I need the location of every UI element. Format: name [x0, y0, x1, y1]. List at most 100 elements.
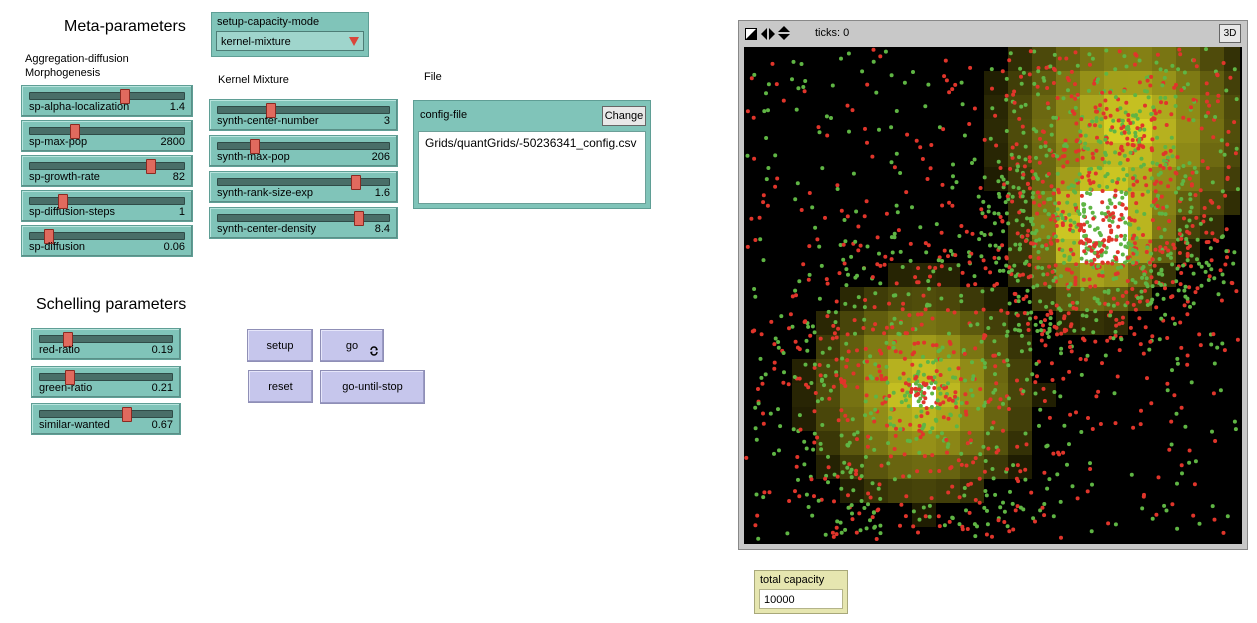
setup-capacity-mode-chooser[interactable]: setup-capacity-mode kernel-mixture — [211, 12, 369, 57]
go-button[interactable]: go — [320, 329, 384, 362]
slider-thumb[interactable] — [43, 229, 54, 244]
agent-dot — [868, 495, 873, 500]
agent-dot — [1075, 496, 1080, 501]
slider-red-ratio[interactable]: red-ratio 0.19 — [31, 328, 181, 360]
agent-dot — [992, 255, 997, 260]
slider-thumb[interactable] — [145, 159, 156, 174]
agent-dot — [924, 250, 929, 255]
agent-dot — [1086, 416, 1090, 420]
slider-sp-diffusion[interactable]: sp-diffusion 0.06 — [21, 225, 193, 257]
agent-dot — [993, 243, 998, 248]
edit-icon[interactable] — [745, 28, 757, 40]
slider-sp-diffusion-steps[interactable]: sp-diffusion-steps 1 — [21, 190, 193, 222]
slider-sp-max-pop[interactable]: sp-max-pop 2800 — [21, 120, 193, 152]
slider-green-ratio[interactable]: green-ratio 0.21 — [31, 366, 181, 398]
3d-button[interactable]: 3D — [1219, 24, 1241, 43]
chooser-select[interactable]: kernel-mixture — [216, 31, 364, 51]
dropdown-arrow-icon[interactable] — [349, 37, 359, 46]
reset-button[interactable]: reset — [248, 370, 313, 403]
world-canvas[interactable] — [744, 47, 1242, 544]
agent-dot — [1161, 296, 1166, 301]
agent-dot — [804, 338, 809, 343]
setup-button[interactable]: setup — [247, 329, 313, 362]
agent-dot — [1103, 137, 1108, 142]
agent-dot — [918, 225, 923, 230]
agent-dot — [978, 186, 983, 190]
capacity-patch — [984, 455, 1008, 479]
slider-thumb[interactable] — [62, 332, 73, 347]
agent-dot — [750, 329, 755, 334]
slider-synth-center-density[interactable]: synth-center-density 8.4 — [209, 207, 398, 239]
slider-thumb[interactable] — [119, 89, 130, 104]
agent-dot — [921, 400, 926, 405]
agent-dot — [1068, 247, 1073, 252]
slider-synth-center-number[interactable]: synth-center-number 3 — [209, 99, 398, 131]
agent-dot — [807, 244, 812, 249]
slider-sp-alpha-localization[interactable]: sp-alpha-localization 1.4 — [21, 85, 193, 117]
agent-dot — [1042, 513, 1047, 518]
left-right-arrows-icon[interactable] — [761, 28, 775, 40]
slider-thumb[interactable] — [58, 194, 69, 209]
agent-dot — [964, 412, 969, 417]
capacity-patch — [912, 455, 936, 479]
agent-dot — [832, 472, 837, 477]
slider-thumb[interactable] — [122, 407, 133, 422]
config-file-field[interactable]: Grids/quantGrids/-50236341_config.csv — [418, 131, 646, 204]
capacity-patch — [1200, 71, 1224, 95]
agent-dot — [1220, 272, 1225, 277]
agent-dot — [1090, 210, 1095, 215]
slider-thumb[interactable] — [350, 175, 361, 190]
agent-dot — [1230, 281, 1235, 286]
slider-similar-wanted[interactable]: similar-wanted 0.67 — [31, 403, 181, 435]
agent-dot — [798, 427, 803, 432]
agent-dot — [822, 383, 826, 388]
agent-dot — [988, 232, 993, 237]
agent-dot — [1125, 300, 1130, 305]
up-down-arrows-icon[interactable] — [778, 26, 790, 40]
agent-dot — [982, 361, 987, 366]
agent-dot — [1015, 313, 1020, 318]
agent-dot — [908, 422, 913, 427]
agent-dot — [863, 399, 868, 404]
slider-thumb[interactable] — [353, 211, 364, 226]
agent-dot — [1164, 101, 1169, 105]
agent-dot — [1185, 299, 1190, 304]
agent-dot — [1043, 140, 1048, 145]
agent-dot — [1073, 190, 1078, 195]
slider-track — [217, 142, 390, 150]
agent-dot — [1150, 284, 1155, 289]
agent-dot — [1195, 237, 1200, 242]
agent-dot — [986, 209, 991, 214]
slider-thumb[interactable] — [265, 103, 276, 118]
agent-dot — [1219, 138, 1224, 143]
agent-dot — [1170, 280, 1175, 285]
go-until-stop-button[interactable]: go-until-stop — [320, 370, 425, 404]
agent-dot — [762, 490, 767, 495]
slider-thumb[interactable] — [249, 139, 260, 154]
agent-dot — [1191, 271, 1196, 276]
slider-synth-rank-size-exp[interactable]: synth-rank-size-exp 1.6 — [209, 171, 398, 203]
agent-dot — [1073, 105, 1078, 110]
slider-thumb[interactable] — [69, 124, 80, 139]
agent-dot — [1084, 314, 1089, 319]
agent-dot — [954, 180, 959, 185]
agent-dot — [1123, 110, 1128, 115]
slider-thumb[interactable] — [65, 370, 76, 385]
agent-dot — [833, 310, 838, 315]
slider-synth-max-pop[interactable]: synth-max-pop 206 — [209, 135, 398, 167]
agent-dot — [834, 299, 839, 304]
change-button[interactable]: Change — [602, 106, 646, 126]
agent-dot — [1179, 463, 1184, 468]
agent-dot — [802, 439, 807, 444]
agent-dot — [882, 377, 887, 382]
agent-dot — [1028, 49, 1033, 54]
agent-dot — [759, 375, 764, 380]
agent-dot — [1175, 361, 1180, 366]
agent-dot — [1092, 81, 1097, 86]
agent-dot — [946, 254, 950, 259]
agent-dot — [1172, 321, 1177, 326]
slider-sp-growth-rate[interactable]: sp-growth-rate 82 — [21, 155, 193, 187]
agent-dot — [1058, 394, 1063, 399]
agent-dot — [854, 468, 859, 473]
agent-dot — [1000, 219, 1005, 224]
